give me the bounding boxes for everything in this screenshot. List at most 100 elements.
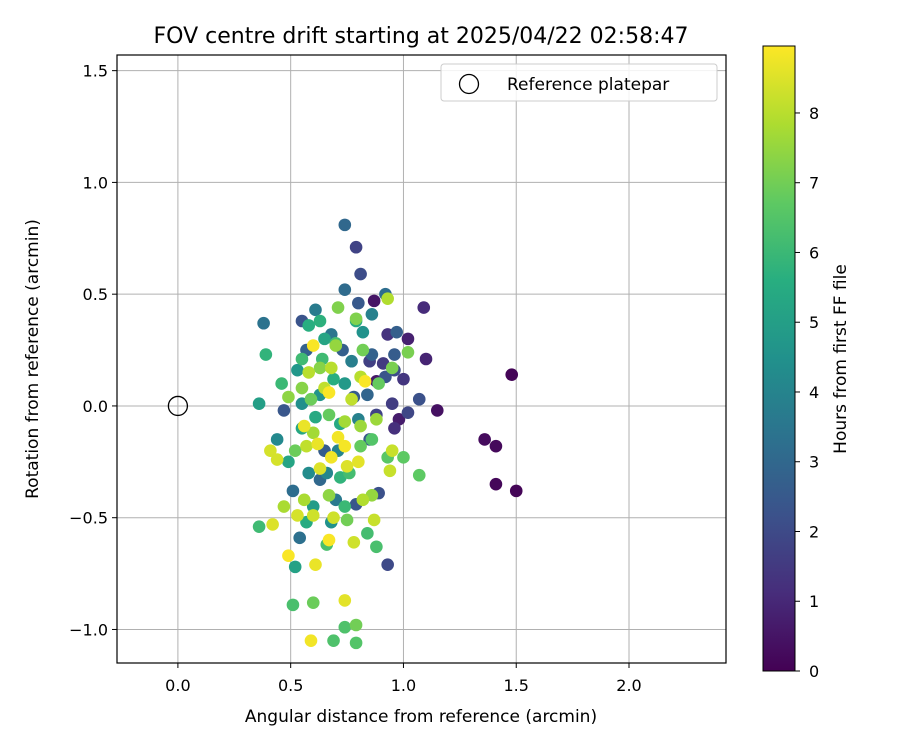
data-point	[338, 218, 352, 232]
data-point	[327, 511, 340, 525]
data-point	[338, 620, 352, 634]
data-point	[277, 500, 291, 513]
data-point	[381, 558, 394, 571]
data-point	[338, 283, 352, 297]
data-point	[345, 354, 358, 368]
data-point	[302, 466, 316, 480]
data-point	[275, 377, 288, 390]
data-point	[288, 560, 302, 574]
data-point	[349, 618, 363, 632]
data-point	[318, 332, 331, 346]
data-point	[327, 634, 340, 647]
data-point	[412, 392, 426, 406]
y-tick-label: 0.5	[83, 285, 108, 304]
y-tick-label: 1.0	[83, 173, 108, 192]
data-point	[367, 294, 381, 308]
data-point	[331, 430, 345, 444]
data-point	[505, 368, 519, 381]
data-point	[365, 307, 379, 321]
data-point	[304, 392, 318, 406]
data-point	[300, 439, 313, 453]
data-point	[313, 361, 327, 375]
data-point	[352, 296, 365, 310]
data-point	[257, 316, 270, 330]
data-point	[270, 453, 284, 466]
data-point	[397, 451, 410, 464]
data-point	[412, 468, 426, 482]
data-point	[419, 352, 433, 366]
data-point	[324, 451, 338, 464]
data-point	[370, 413, 383, 426]
data-point	[356, 343, 370, 357]
data-point	[401, 406, 415, 419]
colorbar-gradient	[762, 45, 796, 672]
reference-platepar-marker	[167, 395, 189, 417]
x-tick-label: 0.5	[278, 676, 303, 695]
data-point	[324, 361, 338, 375]
legend-reference-marker	[458, 73, 480, 95]
x-tick-label: 2.0	[616, 676, 641, 695]
data-point	[322, 533, 336, 547]
data-point	[361, 527, 374, 540]
y-tick-label: −1.0	[69, 620, 108, 639]
data-point	[266, 518, 279, 531]
colorbar-tick-label: 4	[809, 383, 819, 402]
data-point	[329, 339, 343, 352]
data-point	[372, 377, 385, 390]
plot-frame	[116, 54, 727, 664]
data-point	[489, 477, 503, 491]
data-point	[338, 594, 352, 607]
data-point	[277, 404, 291, 417]
data-point	[509, 484, 523, 498]
data-point	[356, 325, 370, 339]
data-point	[345, 392, 358, 406]
data-point	[282, 455, 295, 469]
data-point	[291, 363, 304, 377]
data-point	[489, 439, 503, 453]
data-point	[306, 426, 320, 440]
data-point	[370, 540, 383, 554]
data-point	[282, 549, 295, 563]
data-point	[430, 404, 444, 417]
data-point	[367, 513, 381, 527]
x-tick-label: 1.5	[504, 676, 529, 695]
data-point	[349, 636, 363, 650]
data-point	[478, 433, 491, 446]
data-point	[338, 500, 352, 513]
reference-marker-layer	[167, 395, 189, 417]
data-point	[347, 535, 361, 549]
colorbar-tick-label: 3	[809, 453, 819, 472]
data-point	[304, 634, 318, 647]
data-point	[338, 377, 352, 390]
data-point	[297, 419, 311, 433]
data-point	[322, 408, 336, 422]
x-axis-ticks: 0.0 0.5 1.0 1.5 2.0	[165, 663, 642, 695]
colorbar: 0 1 2 3 4 5 6 7 8 Hours from first FF file	[762, 45, 851, 681]
data-point	[293, 531, 307, 545]
data-point	[252, 520, 266, 533]
data-point	[295, 381, 309, 395]
data-point	[306, 500, 320, 513]
data-point	[349, 240, 363, 254]
data-point	[385, 397, 399, 411]
legend: Reference platepar	[440, 63, 718, 102]
data-points	[252, 218, 523, 650]
data-point	[388, 348, 401, 361]
legend-entry-reference: Reference platepar	[507, 75, 669, 95]
data-point	[383, 464, 397, 478]
data-point	[259, 348, 273, 361]
data-point	[270, 433, 284, 446]
data-point	[401, 345, 415, 359]
data-point	[264, 444, 277, 457]
y-axis-ticks: −1.0 −0.5 0.0 0.5 1.0 1.5	[69, 62, 117, 639]
data-point	[338, 439, 352, 453]
data-point	[388, 421, 401, 435]
data-point	[306, 596, 320, 609]
colorbar-tick-label: 2	[809, 522, 819, 541]
data-point	[311, 437, 325, 451]
data-point	[354, 439, 367, 453]
data-point	[365, 433, 379, 446]
y-axis-label: Rotation from reference (arcmin)	[23, 219, 43, 499]
data-point	[286, 484, 300, 498]
data-point	[352, 455, 365, 469]
